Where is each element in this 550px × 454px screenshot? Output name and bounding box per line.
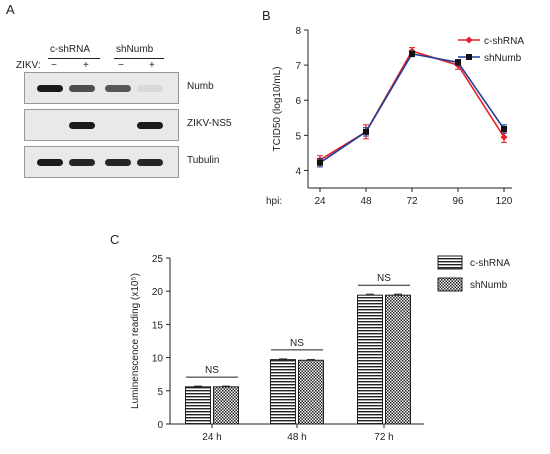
y-tick-label: 15 [152, 320, 164, 331]
group-underline-shnumb [114, 58, 164, 59]
blot-band [137, 159, 163, 166]
panel-letter-b: B [262, 8, 271, 23]
group-underline-c-shrna [48, 58, 100, 59]
y-tick-label: 10 [152, 354, 164, 365]
lane-sign-2: + [83, 60, 89, 71]
y-tick-label: 7 [295, 61, 301, 72]
x-tick-label: 72 [406, 196, 418, 207]
data-point [501, 126, 507, 133]
legend-swatch [437, 277, 463, 292]
y-tick-label: 5 [157, 387, 163, 398]
bar-shnumb [213, 386, 239, 425]
lane-sign-4: + [149, 60, 155, 71]
blot-band [37, 85, 63, 92]
blot-row-label: Numb [187, 81, 214, 92]
x-axis-prefix: hpi: [266, 196, 282, 207]
legend-label: shNumb [470, 280, 508, 291]
legend-label: c-shRNA [470, 258, 510, 269]
lane-sign-3: − [118, 60, 124, 71]
significance-label: NS [205, 365, 219, 376]
x-tick-label: 48 h [287, 432, 306, 443]
blot-row-label: ZIKV-NS5 [187, 118, 232, 129]
x-tick-label: 120 [496, 196, 513, 207]
y-tick-label: 20 [152, 287, 164, 298]
x-tick-label: 72 h [374, 432, 393, 443]
data-point [317, 159, 323, 166]
significance-label: NS [290, 338, 304, 349]
blot-row-tubulin [24, 146, 179, 178]
x-tick-label: 24 h [202, 432, 221, 443]
data-point [500, 133, 508, 141]
y-tick-label: 4 [295, 166, 301, 177]
data-point [363, 128, 369, 135]
blot-band [137, 85, 163, 92]
blot-band [137, 122, 163, 129]
group-label-c-shrna: c-shRNA [50, 44, 91, 55]
blot-band [69, 159, 95, 166]
significance-label: NS [377, 273, 391, 284]
legend-marker [466, 54, 472, 60]
y-axis-label: Luminenscence reading (x10⁵) [130, 273, 141, 409]
legend-label: shNumb [484, 53, 522, 64]
blot-band [105, 159, 131, 166]
blot-row-zikv-ns5 [24, 109, 179, 141]
blot-row-numb [24, 72, 179, 104]
bar-shnumb [385, 294, 411, 425]
bar-c-shrna [357, 294, 383, 425]
blot-band [69, 122, 95, 129]
y-tick-label: 25 [152, 254, 164, 265]
data-point [455, 59, 461, 66]
legend-swatch [437, 255, 463, 270]
blot-row-label: Tubulin [187, 155, 220, 166]
y-axis-label: TCID50 (log10/mL) [272, 66, 283, 151]
bar-c-shrna [185, 386, 211, 425]
legend-label: c-shRNA [484, 36, 524, 47]
bar-c-shrna [270, 359, 296, 425]
x-tick-label: 24 [314, 196, 326, 207]
y-tick-label: 5 [295, 131, 301, 142]
y-tick-label: 8 [295, 26, 301, 37]
blot-band [37, 159, 63, 166]
blot-band [69, 85, 95, 92]
zikv-label: ZIKV: [16, 60, 41, 71]
bar-shnumb [298, 359, 324, 425]
lane-sign-1: − [51, 60, 57, 71]
blot-band [105, 85, 131, 92]
group-label-shnumb: shNumb [116, 44, 154, 55]
x-tick-label: 48 [360, 196, 372, 207]
y-tick-label: 0 [157, 420, 163, 431]
panel-letter-c: C [110, 232, 120, 247]
panel-letter-a: A [6, 2, 15, 17]
x-tick-label: 96 [452, 196, 464, 207]
legend-marker [465, 36, 473, 44]
y-tick-label: 6 [295, 96, 301, 107]
data-point [409, 50, 415, 57]
